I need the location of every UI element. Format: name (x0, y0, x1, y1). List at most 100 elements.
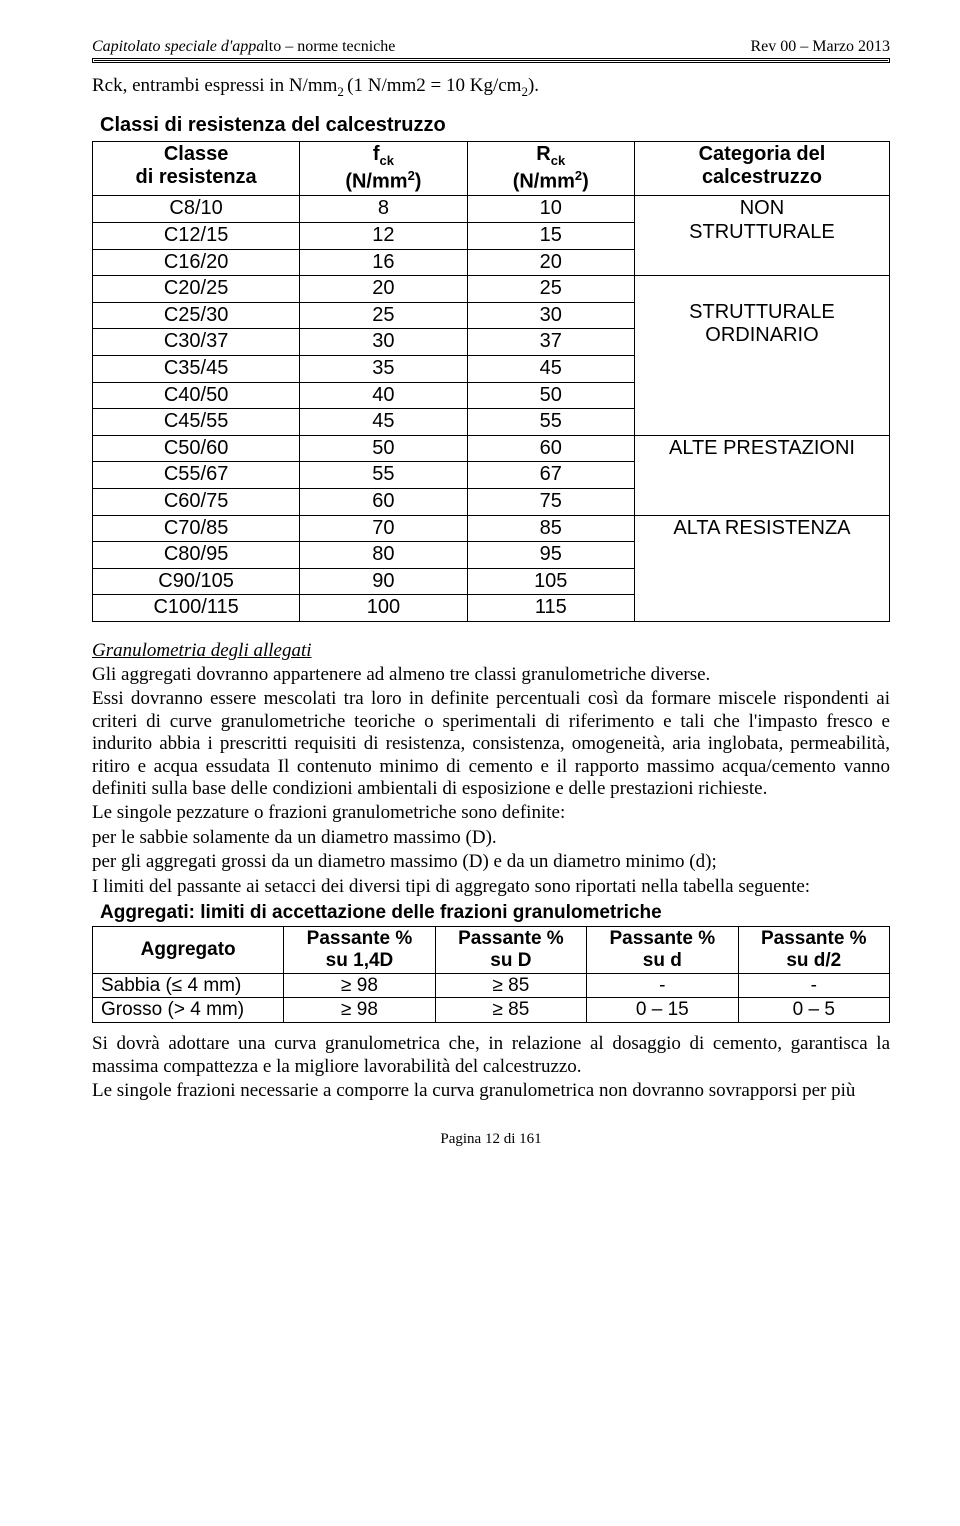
header-left-italic: Capitolato speciale d'appa (92, 38, 264, 55)
cell-fck: 35 (300, 355, 467, 382)
cell-rck: 85 (467, 515, 634, 542)
cell-rck: 55 (467, 409, 634, 436)
th-cat-l1: Categoria del (699, 143, 826, 165)
intro-pre: Rck, entrambi espressi in N/mm (92, 75, 337, 96)
cell-fck: 12 (300, 222, 467, 249)
th2-c5: Passante %su d/2 (738, 926, 889, 973)
cell-smalld: 0 – 15 (587, 998, 738, 1023)
cell-category: STRUTTURALEORDINARIO (634, 276, 889, 436)
header-right: Rev 00 – Marzo 2013 (750, 38, 890, 56)
th-rck-sub: ck (551, 153, 565, 168)
th-categoria: Categoria del calcestruzzo (634, 141, 889, 196)
cell-fck: 90 (300, 568, 467, 595)
cell-class: C50/60 (93, 435, 300, 462)
cell-rck: 20 (467, 249, 634, 276)
table2-caption: Aggregati: limiti di accettazione delle … (92, 902, 890, 926)
cell-class: C70/85 (93, 515, 300, 542)
th-cat-l2: calcestruzzo (702, 166, 822, 188)
cell-class: C30/37 (93, 329, 300, 356)
th-rck-u1: (N/mm (513, 171, 575, 193)
cell-category: ALTA RESISTENZA (634, 515, 889, 621)
table-row: C20/252025 STRUTTURALEORDINARIO (93, 276, 890, 303)
th-fck-u2: 2 (408, 168, 415, 183)
cell-rck: 67 (467, 462, 634, 489)
table1-head-row: Classe di resistenza fck (N/mm2) Rck (N/… (93, 141, 890, 196)
cell-category: NONSTRUTTURALE (634, 196, 889, 276)
cell-rck: 15 (467, 222, 634, 249)
table-row: Grosso (> 4 mm)≥ 98≥ 850 – 150 – 5 (93, 998, 890, 1023)
cell-rck: 25 (467, 276, 634, 303)
cell-class: C25/30 (93, 302, 300, 329)
resistance-classes-table: Classi di resistenza del calcestruzzo Cl… (92, 112, 890, 622)
th2-c2a: Passante % (307, 928, 413, 949)
cell-aggregato: Sabbia (≤ 4 mm) (93, 973, 284, 998)
cell-fck: 30 (300, 329, 467, 356)
header-left: Capitolato speciale d'appalto – norme te… (92, 38, 395, 56)
paragraph: per le sabbie solamente da un diametro m… (92, 827, 890, 849)
th-fck: fck (N/mm2) (300, 141, 467, 196)
cell-class: C80/95 (93, 542, 300, 569)
cell-class: C90/105 (93, 568, 300, 595)
cell-class: C60/75 (93, 488, 300, 515)
cell-d: ≥ 85 (435, 998, 586, 1023)
cell-rck: 37 (467, 329, 634, 356)
th-fck-sym: f (373, 143, 380, 165)
cell-fck: 80 (300, 542, 467, 569)
th2-c5a: Passante % (761, 928, 867, 949)
paragraph: Gli aggregati dovranno appartenere ad al… (92, 664, 890, 686)
intro-sub1: 2 (337, 84, 347, 99)
cell-smalld: - (587, 973, 738, 998)
cell-fck: 8 (300, 196, 467, 223)
table-row: C70/857085ALTA RESISTENZA (93, 515, 890, 542)
cell-d2: 0 – 5 (738, 998, 889, 1023)
cell-rck: 10 (467, 196, 634, 223)
cell-fck: 100 (300, 595, 467, 622)
intro-line: Rck, entrambi espressi in N/mm2 (1 N/mm2… (92, 75, 890, 100)
table-row: C50/605060ALTE PRESTAZIONI (93, 435, 890, 462)
cell-rck: 30 (467, 302, 634, 329)
th-rck-sym: R (536, 143, 550, 165)
cell-class: C45/55 (93, 409, 300, 436)
page-footer: Pagina 12 di 161 (92, 1131, 890, 1148)
th-fck-u1: (N/mm (345, 171, 407, 193)
aggregate-limits-table: Aggregati: limiti di accettazione delle … (92, 902, 890, 1023)
cell-rck: 50 (467, 382, 634, 409)
th-rck: Rck (N/mm2) (467, 141, 634, 196)
cell-class: C12/15 (93, 222, 300, 249)
page-header: Capitolato speciale d'appalto – norme te… (92, 38, 890, 56)
paragraph: I limiti del passante ai setacci dei div… (92, 876, 890, 898)
cell-fck: 50 (300, 435, 467, 462)
th-fck-u3: ) (415, 171, 422, 193)
th2-c4b: su d (643, 950, 682, 971)
cell-rck: 60 (467, 435, 634, 462)
intro-paren: (1 N/mm2 = 10 Kg/cm (347, 75, 521, 96)
cell-rck: 45 (467, 355, 634, 382)
cell-fck: 45 (300, 409, 467, 436)
th2-c2: Passante %su 1,4D (284, 926, 435, 973)
th2-c3: Passante %su D (435, 926, 586, 973)
th2-c4: Passante %su d (587, 926, 738, 973)
cell-fck: 55 (300, 462, 467, 489)
cell-d2: - (738, 973, 889, 998)
cell-class: C20/25 (93, 276, 300, 303)
header-left-plain: lto – norme tecniche (264, 38, 395, 55)
th-classe-l2: di resistenza (136, 166, 257, 188)
paragraph: Le singole pezzature o frazioni granulom… (92, 802, 890, 824)
th2-c5b: su d/2 (786, 950, 841, 971)
section-title: Granulometria degli allegati (92, 640, 890, 662)
cell-fck: 16 (300, 249, 467, 276)
th-fck-sub: ck (380, 153, 394, 168)
cell-rck: 115 (467, 595, 634, 622)
cell-rck: 95 (467, 542, 634, 569)
cell-class: C55/67 (93, 462, 300, 489)
paragraph: Essi dovranno essere mescolati tra loro … (92, 688, 890, 800)
cell-category: ALTE PRESTAZIONI (634, 435, 889, 515)
cell-14d: ≥ 98 (284, 973, 435, 998)
cell-fck: 40 (300, 382, 467, 409)
th2-c3b: su D (490, 950, 531, 971)
cell-class: C35/45 (93, 355, 300, 382)
cell-class: C16/20 (93, 249, 300, 276)
cell-fck: 25 (300, 302, 467, 329)
cell-fck: 70 (300, 515, 467, 542)
cell-d: ≥ 85 (435, 973, 586, 998)
